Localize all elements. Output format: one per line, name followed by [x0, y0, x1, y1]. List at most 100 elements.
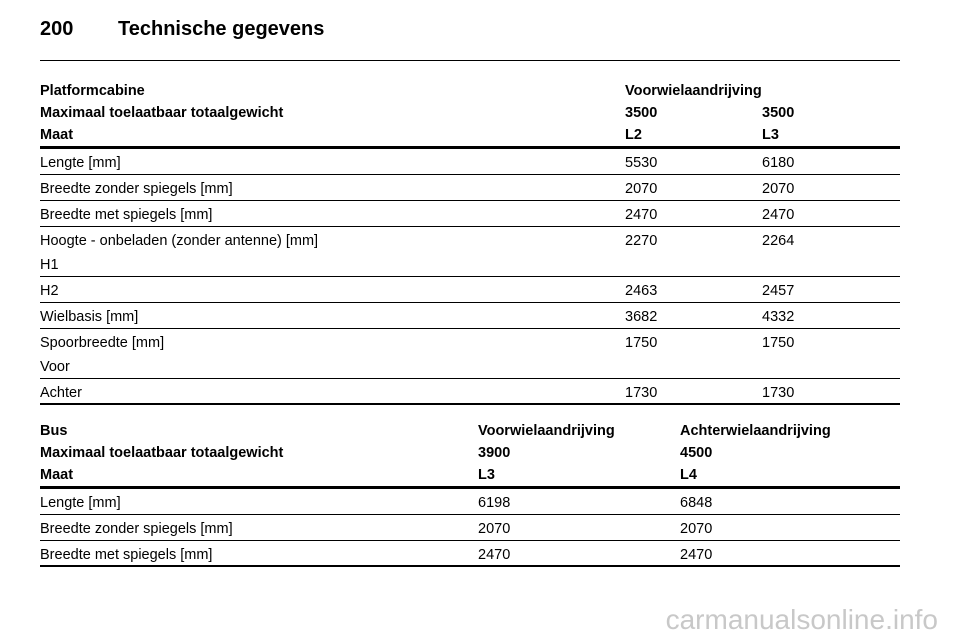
table-row: Spoorbreedte [mm] Voor 1750 1750: [40, 329, 900, 379]
table-row: Breedte zonder spiegels [mm] 2070 2070: [40, 175, 900, 201]
table-row: Breedte met spiegels [mm] 2470 2470: [40, 201, 900, 227]
page-header: 200 Technische gegevens: [40, 18, 324, 41]
header-cell: Voorwielaandrijving: [625, 83, 762, 99]
cell-text: 2470: [478, 547, 511, 563]
header-cell: L3: [478, 467, 495, 483]
header-row: Maat L2 L3: [40, 124, 900, 149]
header-cell: Bus: [40, 423, 68, 439]
cell-text: 5530: [625, 155, 658, 171]
cell-text: 1730: [625, 385, 658, 401]
table-cell: 2070: [680, 521, 900, 540]
cell-text: Lengte [mm]: [40, 495, 121, 511]
header-cell: 3500: [762, 105, 795, 121]
table-cell: Breedte met spiegels [mm]: [40, 547, 478, 565]
header-cell: L4: [680, 467, 697, 483]
table-cell: Lengte [mm]: [40, 155, 625, 174]
header-rule: [40, 60, 900, 61]
cell-text: Breedte met spiegels [mm]: [40, 207, 213, 223]
table-cell: 2264: [762, 233, 900, 276]
header-cell: Maat: [40, 127, 74, 143]
cell-text: 1730: [762, 385, 795, 401]
table-cell: Spoorbreedte [mm] Voor: [40, 335, 625, 378]
table-cell: 2463: [625, 283, 762, 302]
table-cell: 1730: [762, 385, 900, 403]
cell-text: 6198: [478, 495, 511, 511]
header-row: Platformcabine Voorwielaandrijving: [40, 80, 900, 102]
page-title: Technische gegevens: [118, 18, 325, 40]
table-cell: 2470: [762, 207, 900, 226]
table-row: H2 2463 2457: [40, 277, 900, 303]
table-cell: 1750: [625, 335, 762, 378]
table-cell: 2470: [478, 547, 680, 565]
cell-subtext: H1: [40, 257, 59, 273]
header-cell: L3: [762, 127, 779, 143]
cell-text: 2470: [680, 547, 713, 563]
cell-text: 6180: [762, 155, 795, 171]
cell-subtext: Voor: [40, 359, 70, 375]
cell-text: 2070: [625, 181, 658, 197]
table-cell: 2270: [625, 233, 762, 276]
cell-text: Spoorbreedte [mm]: [40, 335, 165, 351]
table-cell: 6848: [680, 495, 900, 514]
header-cell: 3900: [478, 445, 511, 461]
header-row: Maat L3 L4: [40, 464, 900, 489]
cell-text: Breedte zonder spiegels [mm]: [40, 521, 233, 537]
table-cell: 5530: [625, 155, 762, 174]
cell-text: 2270: [625, 233, 658, 249]
table-cell: 2070: [762, 181, 900, 200]
header-cell: 3500: [625, 105, 658, 121]
table-row: Lengte [mm] 5530 6180: [40, 149, 900, 175]
table-cell: Hoogte - onbeladen (zonder antenne) [mm]…: [40, 233, 625, 276]
cell-text: Achter: [40, 385, 82, 401]
table-cell: 2470: [625, 207, 762, 226]
header-cell: Platformcabine: [40, 83, 145, 99]
header-cell: L2: [625, 127, 642, 143]
table-cell: 1750: [762, 335, 900, 378]
cell-text: 2070: [478, 521, 511, 537]
table-cell: 1730: [625, 385, 762, 403]
cell-text: 2470: [625, 207, 658, 223]
cell-text: Hoogte - onbeladen (zonder antenne) [mm]: [40, 233, 319, 249]
header-cell: Maat: [40, 467, 74, 483]
table-row: Breedte zonder spiegels [mm] 2070 2070: [40, 515, 900, 541]
cell-text: H2: [40, 283, 59, 299]
table-cell: Lengte [mm]: [40, 495, 478, 514]
table-row: Breedte met spiegels [mm] 2470 2470: [40, 541, 900, 567]
table-cell: Breedte met spiegels [mm]: [40, 207, 625, 226]
cell-text: 2264: [762, 233, 795, 249]
table-row: Wielbasis [mm] 3682 4332: [40, 303, 900, 329]
table-cell: Breedte zonder spiegels [mm]: [40, 181, 625, 200]
table-cell: 2470: [680, 547, 900, 565]
table-row: Lengte [mm] 6198 6848: [40, 489, 900, 515]
table-cell: 6180: [762, 155, 900, 174]
header-cell: Achterwielaandrijving: [680, 423, 831, 439]
cell-text: 2470: [762, 207, 795, 223]
table-cell: 6198: [478, 495, 680, 514]
cell-text: 2070: [680, 521, 713, 537]
cell-text: 3682: [625, 309, 658, 325]
header-cell: Maximaal toelaatbaar totaalgewicht: [40, 445, 284, 461]
table-row: Hoogte - onbeladen (zonder antenne) [mm]…: [40, 227, 900, 277]
table-cell: 2070: [625, 181, 762, 200]
watermark: carmanualsonline.info: [665, 604, 938, 635]
cell-text: Wielbasis [mm]: [40, 309, 139, 325]
cell-text: 4332: [762, 309, 795, 325]
table-cell: Achter: [40, 385, 625, 403]
page-number: 200: [40, 18, 74, 40]
cell-text: 6848: [680, 495, 713, 511]
table-cell: Wielbasis [mm]: [40, 309, 625, 328]
spec-table: Bus Voorwielaandrijving Achterwielaandrijv…: [40, 420, 900, 567]
table-cell: Breedte zonder spiegels [mm]: [40, 521, 478, 540]
cell-text: 2463: [625, 283, 658, 299]
table-cell: 4332: [762, 309, 900, 328]
header-row: Maximaal toelaatbaar totaalgewicht 3900 45…: [40, 442, 900, 464]
header-row: Bus Voorwielaandrijving Achterwielaandrijv…: [40, 420, 900, 442]
cell-text: 1750: [762, 335, 795, 351]
cell-text: 2070: [762, 181, 795, 197]
cell-text: Breedte met spiegels [mm]: [40, 547, 213, 563]
cell-text: 2457: [762, 283, 795, 299]
table-row: Achter 1730 1730: [40, 379, 900, 405]
header-cell: 4500: [680, 445, 713, 461]
cell-text: Breedte zonder spiegels [mm]: [40, 181, 233, 197]
header-row: Maximaal toelaatbaar totaalgewicht 3500 35…: [40, 102, 900, 124]
